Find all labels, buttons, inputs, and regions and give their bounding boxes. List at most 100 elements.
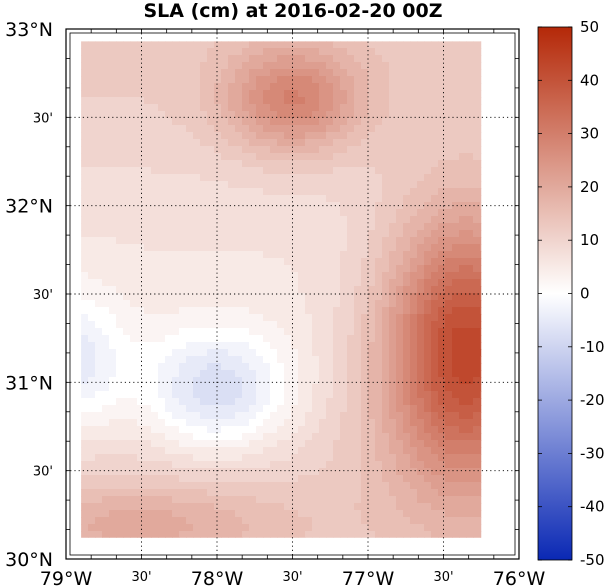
field-cell [249, 160, 257, 168]
field-cell [270, 139, 278, 147]
field-cell [123, 132, 131, 140]
field-cell [109, 447, 117, 455]
field-cell [256, 223, 264, 231]
field-cell [102, 370, 110, 378]
field-cell [165, 272, 173, 280]
field-cell [186, 90, 194, 98]
field-cell [354, 244, 362, 252]
field-cell [326, 209, 334, 217]
field-cell [95, 153, 103, 161]
field-cell [445, 111, 453, 119]
field-cell [130, 503, 138, 511]
field-cell [305, 62, 313, 70]
field-cell [130, 181, 138, 189]
field-cell [158, 188, 166, 196]
field-cell [319, 419, 327, 427]
field-cell [473, 111, 481, 119]
field-cell [438, 181, 446, 189]
field-cell [256, 111, 264, 119]
field-cell [389, 195, 397, 203]
field-cell [123, 62, 131, 70]
field-cell [277, 328, 285, 336]
field-cell [326, 230, 334, 238]
field-cell [249, 202, 257, 210]
field-cell [116, 524, 124, 532]
field-cell [403, 468, 411, 476]
field-cell [270, 307, 278, 315]
field-cell [389, 160, 397, 168]
field-cell [200, 118, 208, 126]
field-cell [172, 160, 180, 168]
field-cell [473, 153, 481, 161]
field-cell [291, 83, 299, 91]
field-cell [445, 146, 453, 154]
field-cell [333, 300, 341, 308]
field-cell [438, 265, 446, 273]
field-cell [235, 293, 243, 301]
field-cell [326, 363, 334, 371]
field-cell [151, 69, 159, 77]
field-cell [312, 468, 320, 476]
field-cell [417, 391, 425, 399]
field-cell [207, 482, 215, 490]
field-cell [382, 111, 390, 119]
field-cell [375, 349, 383, 357]
field-cell [144, 69, 152, 77]
field-cell [130, 55, 138, 63]
field-cell [102, 90, 110, 98]
field-cell [305, 412, 313, 420]
field-cell [284, 419, 292, 427]
field-cell [340, 237, 348, 245]
field-cell [424, 363, 432, 371]
field-cell [88, 342, 96, 350]
field-cell [312, 503, 320, 511]
field-cell [333, 258, 341, 266]
field-cell [151, 454, 159, 462]
field-cell [102, 258, 110, 266]
field-cell [417, 531, 425, 538]
field-cell [179, 314, 187, 322]
field-cell [396, 237, 404, 245]
field-cell [445, 118, 453, 126]
field-cell [179, 398, 187, 406]
field-cell [214, 146, 222, 154]
field-cell [242, 461, 250, 469]
field-cell [186, 363, 194, 371]
field-cell [424, 342, 432, 350]
field-cell [102, 118, 110, 126]
field-cell [298, 307, 306, 315]
field-cell [172, 419, 180, 427]
field-cell [151, 426, 159, 434]
field-cell [340, 230, 348, 238]
field-cell [102, 195, 110, 203]
field-cell [340, 244, 348, 252]
field-cell [158, 104, 166, 112]
field-cell [417, 475, 425, 483]
field-cell [123, 335, 131, 343]
field-cell [228, 244, 236, 252]
field-cell [333, 454, 341, 462]
field-cell [403, 391, 411, 399]
field-cell [214, 447, 222, 455]
field-cell [445, 475, 453, 483]
field-cell [277, 503, 285, 511]
field-cell [459, 83, 467, 91]
field-cell [340, 118, 348, 126]
field-cell [298, 244, 306, 252]
field-cell [95, 279, 103, 287]
field-cell [235, 230, 243, 238]
field-cell [389, 342, 397, 350]
field-cell [438, 482, 446, 490]
field-cell [340, 195, 348, 203]
field-cell [452, 349, 460, 357]
field-cell [431, 440, 439, 448]
field-cell [270, 62, 278, 70]
field-cell [214, 181, 222, 189]
field-cell [375, 531, 383, 538]
field-cell [88, 517, 96, 525]
field-cell [333, 475, 341, 483]
field-cell [298, 230, 306, 238]
field-cell [109, 419, 117, 427]
field-cell [459, 258, 467, 266]
field-cell [165, 510, 173, 518]
